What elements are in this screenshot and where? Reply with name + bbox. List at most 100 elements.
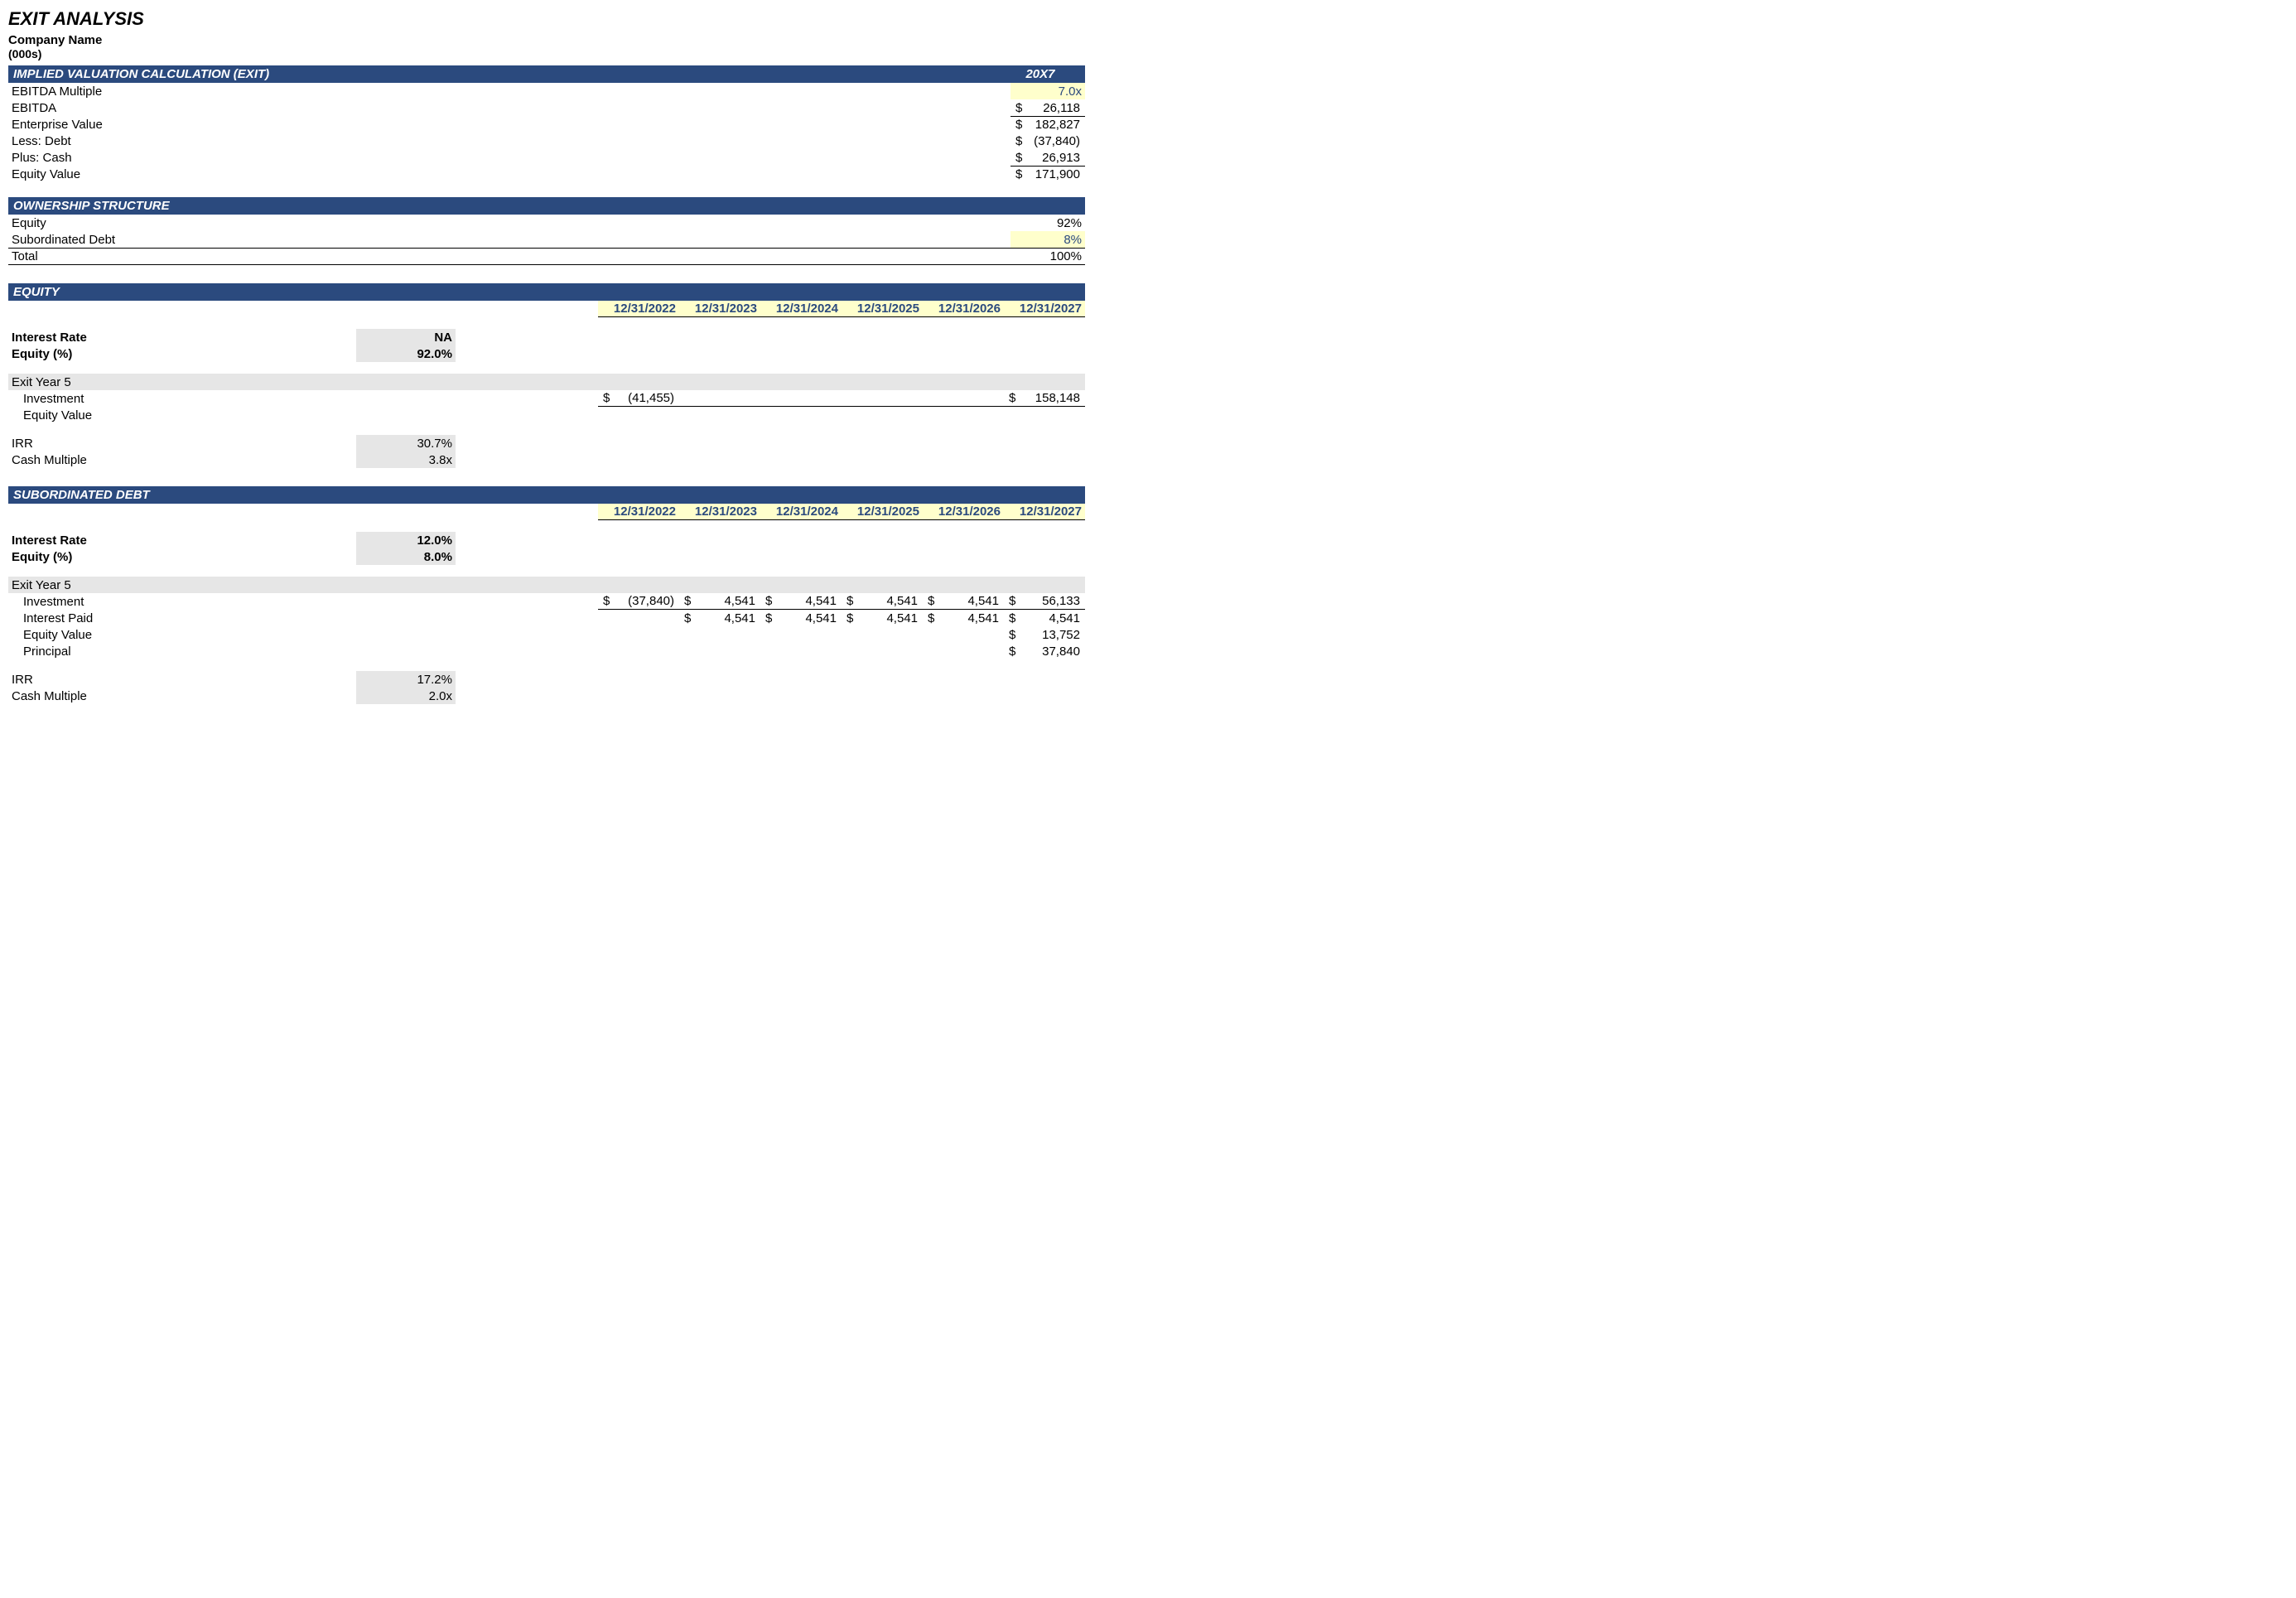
subdebt-table: 12/31/2022 12/31/2023 12/31/2024 12/31/2… [8,504,1085,704]
label: Total [8,248,1011,264]
label: Investment [8,593,356,610]
ownership-header-label: OWNERSHIP STRUCTURE [13,199,170,213]
cell-2: $4,541 [760,610,842,626]
company-name: Company Name [8,33,1085,47]
label: IRR [8,671,356,688]
cell-0: $(37,840) [598,593,679,610]
label: Exit Year 5 [8,577,356,593]
cell-5: $37,840 [1004,643,1085,659]
label: Equity Value [8,166,1011,182]
date-3: 12/31/2025 [842,301,923,317]
row-less-debt: Less: Debt $(37,840) [8,133,1085,149]
valuation-table: EBITDA Multiple 7.0x EBITDA $26,118 Ente… [8,83,1085,182]
label: Less: Debt [8,133,1011,149]
label: Interest Rate [8,329,356,345]
subdebt-header-label: SUBORDINATED DEBT [13,488,150,502]
row-equity-interest-rate: Interest Rate NA [8,329,1085,345]
date-1: 12/31/2023 [679,504,760,520]
label: Investment [8,390,356,407]
row-subdebt-equity-value: Equity Value $13,752 [8,626,1085,643]
row-plus-cash: Plus: Cash $26,913 [8,149,1085,166]
page-title: EXIT ANALYSIS [8,8,1085,30]
value: 100% [1011,248,1085,264]
label: EBITDA Multiple [8,83,1011,99]
date-5: 12/31/2027 [1004,504,1085,520]
value-cell: $26,118 [1011,99,1085,116]
label: Equity Value [8,407,356,423]
row-subdebt-equity-pct: Equity (%) 8.0% [8,548,1085,565]
subdebt-header: SUBORDINATED DEBT [8,486,1085,504]
row-ownership-equity: Equity 92% [8,215,1085,231]
row-subdebt-cash-multiple: Cash Multiple 2.0x [8,688,1085,704]
row-enterprise-value: Enterprise Value $182,827 [8,116,1085,133]
date-1: 12/31/2023 [679,301,760,317]
row-equity-equity-value: Equity Value [8,407,1085,423]
equity-table: 12/31/2022 12/31/2023 12/31/2024 12/31/2… [8,301,1085,468]
equity-date-row: 12/31/2022 12/31/2023 12/31/2024 12/31/2… [8,301,1085,317]
label: Cash Multiple [8,451,356,468]
value-cell: $26,913 [1011,149,1085,166]
cell-3: $4,541 [842,593,923,610]
row-equity-value: Equity Value $171,900 [8,166,1085,182]
row-subdebt-principal: Principal $37,840 [8,643,1085,659]
row-ebitda: EBITDA $26,118 [8,99,1085,116]
date-2: 12/31/2024 [760,301,842,317]
label: Enterprise Value [8,116,1011,133]
date-4: 12/31/2026 [923,504,1004,520]
cell-5: $13,752 [1004,626,1085,643]
row-ownership-subdebt: Subordinated Debt 8% [8,231,1085,248]
label: Equity (%) [8,548,356,565]
ownership-header: OWNERSHIP STRUCTURE [8,197,1085,215]
cell-5: $158,148 [1004,390,1085,407]
row-equity-pct: Equity (%) 92.0% [8,345,1085,362]
cell-5: $56,133 [1004,593,1085,610]
value-cell: $171,900 [1011,166,1085,182]
label: Interest Paid [8,610,356,626]
row-subdebt-interest-paid: Interest Paid $4,541 $4,541 $4,541 $4,54… [8,610,1085,626]
row-ownership-total: Total 100% [8,248,1085,264]
cell-4: $4,541 [923,593,1004,610]
cell-4: $4,541 [923,610,1004,626]
cell-0: $(41,455) [598,390,679,407]
value-cell: $182,827 [1011,116,1085,133]
cell-0 [598,610,679,626]
label: Equity Value [8,626,356,643]
row-subdebt-investment: Investment $(37,840) $4,541 $4,541 $4,54… [8,593,1085,610]
cell-1 [679,390,760,407]
cell-2: $4,541 [760,593,842,610]
cell-3 [842,390,923,407]
date-0: 12/31/2022 [598,504,679,520]
value: 3.8x [356,451,456,468]
value: 92% [1011,215,1085,231]
value: 92.0% [356,345,456,362]
value: 2.0x [356,688,456,704]
date-2: 12/31/2024 [760,504,842,520]
label: Subordinated Debt [8,231,1011,248]
value: 8.0% [356,548,456,565]
value: 12.0% [356,532,456,548]
valuation-year: 20X7 [1006,67,1080,81]
date-0: 12/31/2022 [598,301,679,317]
label: Exit Year 5 [8,374,356,390]
value: 8% [1011,231,1085,248]
valuation-header-label: IMPLIED VALUATION CALCULATION (EXIT) [13,67,269,81]
exit-analysis-page: EXIT ANALYSIS Company Name (000s) IMPLIE… [8,8,1085,704]
cell-4 [923,390,1004,407]
valuation-header: IMPLIED VALUATION CALCULATION (EXIT) 20X… [8,65,1085,83]
label: Cash Multiple [8,688,356,704]
ownership-table: Equity 92% Subordinated Debt 8% Total 10… [8,215,1085,265]
label: Equity (%) [8,345,356,362]
row-subdebt-irr: IRR 17.2% [8,671,1085,688]
label: EBITDA [8,99,1011,116]
units-label: (000s) [8,47,1085,60]
cell-1: $4,541 [679,593,760,610]
date-4: 12/31/2026 [923,301,1004,317]
value-cell: $(37,840) [1011,133,1085,149]
label: IRR [8,435,356,451]
row-ebitda-multiple: EBITDA Multiple 7.0x [8,83,1085,99]
date-5: 12/31/2027 [1004,301,1085,317]
row-equity-cash-multiple: Cash Multiple 3.8x [8,451,1085,468]
row-subdebt-exit-year: Exit Year 5 [8,577,1085,593]
value: 30.7% [356,435,456,451]
subdebt-date-row: 12/31/2022 12/31/2023 12/31/2024 12/31/2… [8,504,1085,520]
